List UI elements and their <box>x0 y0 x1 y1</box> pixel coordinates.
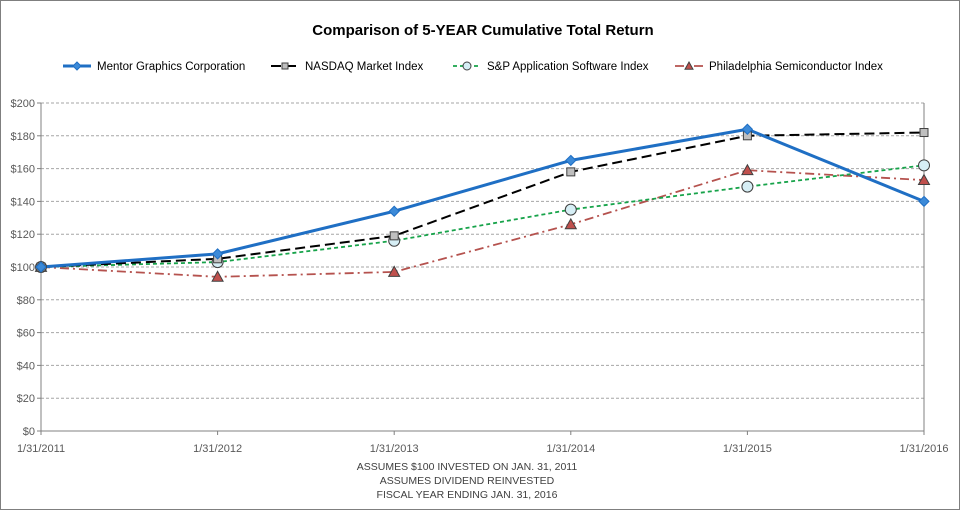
data-point <box>387 265 401 277</box>
note-dividend: ASSUMES DIVIDEND REINVESTED <box>380 475 555 487</box>
x-tick-label: 1/31/2013 <box>370 443 419 455</box>
y-tick-label: $120 <box>11 229 35 241</box>
data-point <box>566 167 576 177</box>
x-tick-label: 1/31/2015 <box>723 443 772 455</box>
legend-marker <box>684 60 694 70</box>
series-line <box>40 164 925 268</box>
legend-label: NASDAQ Market Index <box>305 61 423 73</box>
y-tick-label: $160 <box>11 164 35 176</box>
data-point <box>741 163 754 176</box>
chart-legend: Mentor Graphics Corporation NASDAQ Market… <box>63 60 883 73</box>
chart-title: Comparison of 5-YEAR Cumulative Total Re… <box>312 22 653 39</box>
data-point <box>564 217 578 230</box>
data-point <box>388 205 400 217</box>
legend-marker <box>72 61 82 71</box>
data-point <box>918 195 930 208</box>
legend-label: S&P Application Software Index <box>487 61 649 73</box>
y-tick-label: $60 <box>17 328 35 340</box>
x-axis-ticks: 1/31/2011 1/31/2012 1/31/2013 1/31/2014 1/31… <box>17 431 949 455</box>
gridlines <box>41 102 924 399</box>
legend-label: Philadelphia Semiconductor Index <box>709 61 883 73</box>
data-point <box>211 270 224 282</box>
x-tick-label: 1/31/2012 <box>193 443 242 455</box>
data-point <box>211 248 224 260</box>
x-tick-label: 1/31/2011 <box>17 443 65 455</box>
series-line <box>40 169 925 278</box>
y-tick-label: $80 <box>17 295 35 307</box>
x-tick-label: 1/31/2014 <box>546 443 595 455</box>
series-line <box>40 131 925 268</box>
note-fiscal-year: FISCAL YEAR ENDING JAN. 31, 2016 <box>377 489 558 501</box>
data-point <box>917 173 931 185</box>
data-point <box>565 154 577 167</box>
y-tick-label: $140 <box>11 196 35 208</box>
series-line <box>40 127 925 269</box>
legend-marker <box>462 61 472 71</box>
data-point <box>564 203 577 216</box>
data-point <box>389 231 399 241</box>
data-point <box>35 261 47 273</box>
y-tick-label: $40 <box>17 360 35 372</box>
data-point <box>741 180 754 193</box>
x-tick-label: 1/31/2016 <box>900 443 949 455</box>
data-point <box>918 159 930 172</box>
legend-marker <box>281 62 289 70</box>
y-tick-label: $0 <box>23 426 35 438</box>
legend-label: Mentor Graphics Corporation <box>97 61 245 73</box>
y-tick-label: $20 <box>17 393 35 405</box>
y-axis-ticks: $0 $20 $40 $60 $80 $100 $120 $140 $160 $180 $200 <box>11 98 41 438</box>
data-point <box>741 123 754 135</box>
series-lines <box>40 127 925 278</box>
data-point <box>919 128 929 138</box>
note-investment: ASSUMES $100 INVESTED ON JAN. 31, 2011 <box>357 461 578 473</box>
y-tick-label: $200 <box>11 98 35 110</box>
y-tick-label: $180 <box>11 131 35 143</box>
series-markers <box>34 123 931 282</box>
y-tick-label: $100 <box>11 262 35 274</box>
